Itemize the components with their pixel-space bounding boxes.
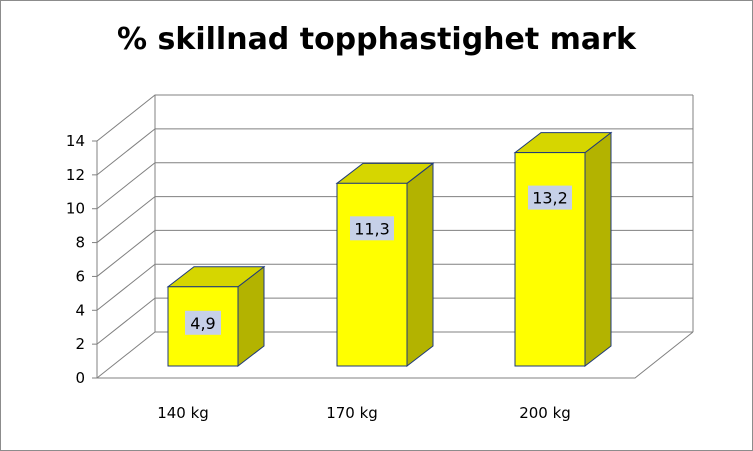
- floor-edge: [97, 331, 694, 379]
- bar-side-face: [406, 162, 434, 368]
- data-label: 11,3: [354, 219, 390, 238]
- x-category-label: 170 kg: [326, 404, 378, 422]
- gridline: [96, 162, 693, 210]
- bars: 4,9 11,3 13,2: [166, 131, 613, 368]
- y-tick-label: 10: [66, 200, 85, 218]
- x-axis-categories: 140 kg 170 kg 200 kg: [157, 404, 571, 422]
- y-tick-label: 4: [75, 301, 85, 319]
- bar-front-face: [514, 152, 586, 367]
- data-label-box: [185, 310, 221, 335]
- gridline: [96, 263, 693, 311]
- x-category-label: 200 kg: [519, 404, 571, 422]
- gridline: [96, 128, 693, 176]
- chart-title: % skillnad topphastighet mark: [117, 22, 636, 57]
- data-label-box: [528, 185, 572, 210]
- bar-1: 4,9: [166, 265, 266, 368]
- chart-walls: [96, 95, 694, 379]
- gridline: [96, 94, 693, 142]
- bar-3: 13,2: [513, 131, 613, 368]
- bar-2: 11,3: [335, 162, 435, 368]
- data-label: 13,2: [532, 189, 568, 208]
- data-label: 4,9: [190, 314, 215, 333]
- bar-side-face: [584, 131, 612, 368]
- y-tick-label: 0: [75, 369, 85, 387]
- y-tick-label: 8: [75, 234, 85, 252]
- x-category-label: 140 kg: [157, 404, 209, 422]
- y-axis-ticks: 0 2 4 6 8 10 12 14: [66, 132, 97, 387]
- gridline: [96, 196, 693, 243]
- bar-front-face: [336, 182, 408, 367]
- gridlines: [96, 94, 693, 379]
- gridline: [96, 297, 693, 345]
- gridline: [96, 229, 693, 277]
- y-tick-label: 2: [75, 335, 85, 353]
- bar-front-face: [167, 286, 239, 367]
- gridline: [96, 331, 693, 379]
- y-tick-label: 12: [66, 166, 85, 184]
- y-tick-label: 14: [66, 132, 85, 150]
- y-tick-label: 6: [75, 267, 85, 285]
- data-label-box: [350, 216, 394, 241]
